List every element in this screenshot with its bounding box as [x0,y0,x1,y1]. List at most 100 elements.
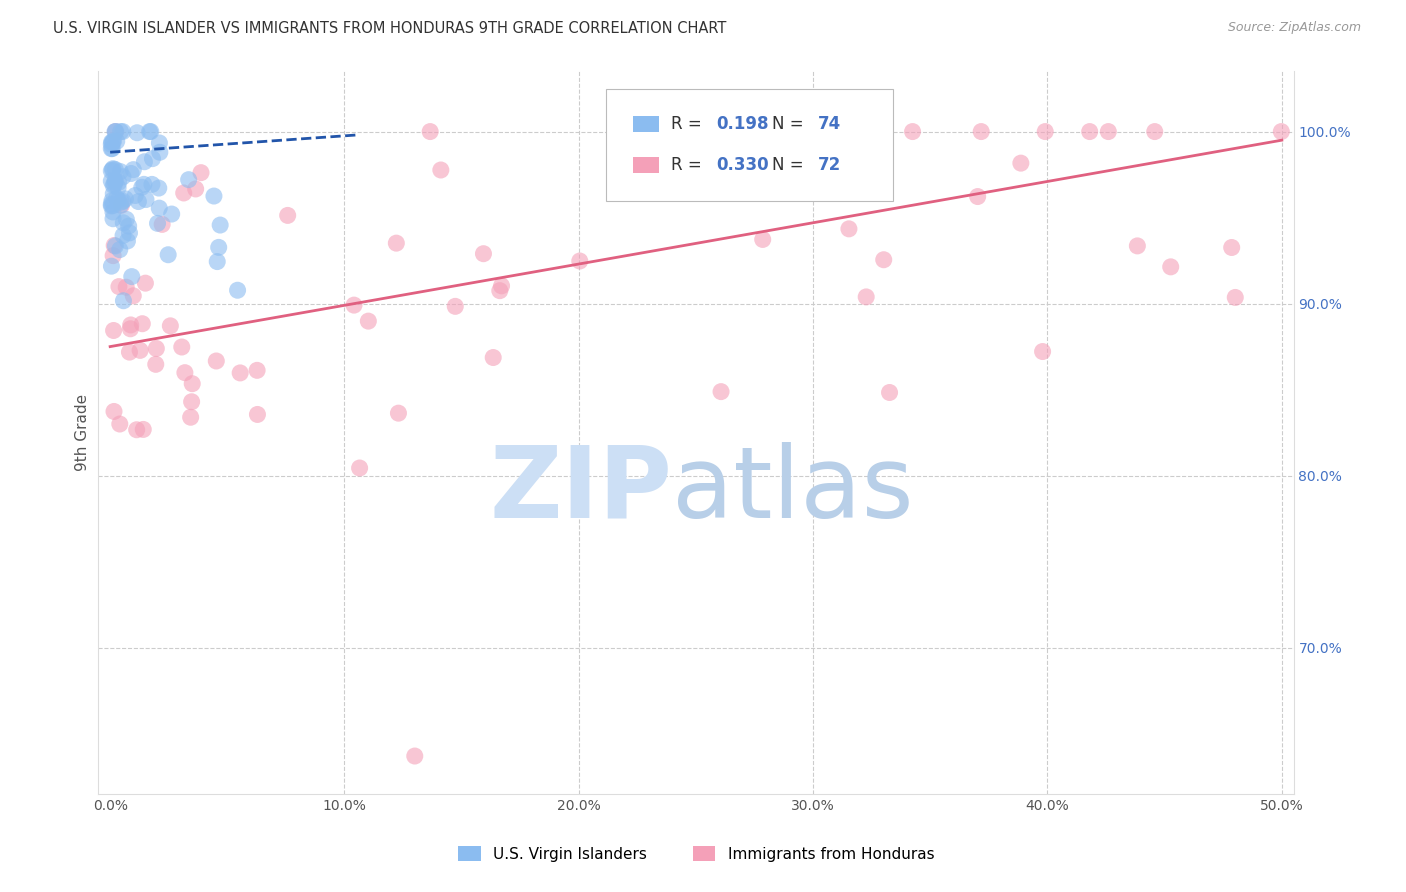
Point [160,207,183,221]
Point [118,219,141,233]
Point [100,259,122,273]
Point [1033,125,1056,139]
Point [180,410,202,425]
Point [114,192,136,206]
Point [209,218,232,232]
Point [180,394,202,409]
Point [112,228,135,243]
Point [105,134,128,148]
Point [100,174,122,188]
Point [101,161,124,176]
Point [202,189,225,203]
Point [115,280,138,294]
Point [901,125,924,139]
Point [118,345,141,359]
Point [148,201,170,215]
Legend: U.S. Virgin Islanders, Immigrants from Honduras: U.S. Virgin Islanders, Immigrants from H… [450,838,942,870]
Text: Source: ZipAtlas.com: Source: ZipAtlas.com [1227,21,1361,34]
Point [482,351,505,365]
Point [112,216,135,230]
Point [101,162,124,177]
Point [100,142,122,156]
Point [110,164,132,178]
Point [132,178,155,192]
Point [873,252,896,267]
Point [120,322,142,336]
Point [1143,125,1166,139]
Point [101,194,124,208]
Point [1010,156,1032,170]
Point [170,340,193,354]
Point [134,276,156,290]
Point [491,278,513,293]
Point [103,238,125,252]
Point [159,318,181,333]
Point [644,125,666,139]
Point [101,205,124,219]
Point [132,422,155,436]
Point [103,178,125,193]
Text: 0.198: 0.198 [716,115,769,133]
FancyBboxPatch shape [633,116,659,132]
Point [207,254,229,268]
Point [131,317,153,331]
Point [855,290,877,304]
Point [444,299,467,313]
Point [1220,240,1243,254]
Point [100,197,122,211]
Point [141,152,163,166]
Point [117,234,139,248]
Point [104,174,127,188]
Point [108,243,131,257]
Point [104,239,127,253]
Point [107,175,129,189]
Point [181,376,204,391]
Point [173,186,195,200]
Point [1097,125,1119,139]
Point [148,181,170,195]
Point [127,194,149,209]
Point [125,423,148,437]
Point [149,145,172,160]
Point [104,125,127,139]
Point [148,136,170,150]
Point [357,314,380,328]
Point [139,125,162,139]
Point [104,162,127,177]
Point [101,199,124,213]
Point [229,366,252,380]
Text: N =: N = [772,156,810,174]
Point [419,125,441,139]
Point [1078,125,1101,139]
Point [107,180,129,194]
Point [120,167,142,181]
Point [1225,290,1247,304]
Point [120,318,142,332]
Point [121,269,143,284]
Point [105,191,128,205]
Point [146,216,169,230]
Point [110,125,132,139]
Point [205,354,228,368]
Point [190,166,212,180]
Point [1032,344,1054,359]
Point [103,324,125,338]
FancyBboxPatch shape [633,157,659,173]
Point [970,125,993,139]
Point [110,194,132,209]
Text: R =: R = [671,156,707,174]
Point [134,154,156,169]
Point [966,189,988,203]
Point [1270,125,1292,139]
Point [100,199,122,213]
Point [145,357,167,371]
Point [208,240,231,254]
Point [100,164,122,178]
Text: N =: N = [772,115,810,133]
Point [103,134,125,148]
Point [122,162,145,177]
Point [118,226,141,240]
Point [177,172,200,186]
Point [145,342,167,356]
Text: 0.330: 0.330 [716,156,769,174]
